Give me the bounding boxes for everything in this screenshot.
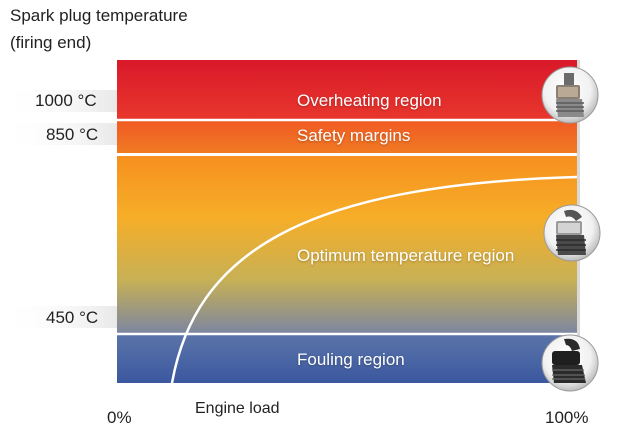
optimum-band <box>117 156 577 333</box>
tick-guide-850 <box>0 123 117 145</box>
x-axis-min-label: 0% <box>107 408 132 427</box>
x-axis-title: Engine load <box>195 400 280 417</box>
x-axis-max-label: 100% <box>545 408 589 427</box>
tick-guide-1000 <box>0 90 117 112</box>
fouling-band <box>117 335 577 383</box>
spark-plug-overheated-icon <box>541 66 599 124</box>
y-axis-title-line1: Spark plug temperature <box>10 6 188 25</box>
y-tick-450: 450 °C <box>46 308 99 327</box>
region-label-optimum: Optimum temperature region <box>297 246 515 265</box>
region-label-safety: Safety margins <box>297 126 411 145</box>
y-tick-1000: 1000 °C <box>35 91 97 110</box>
region-label-overheating: Overheating region <box>297 91 442 110</box>
region-label-fouling: Fouling region <box>297 350 405 369</box>
safety-band <box>117 121 577 153</box>
y-axis-title-line2: (firing end) <box>10 33 92 52</box>
spark-plug-fouled-icon <box>541 334 599 392</box>
temperature-curve <box>170 175 578 384</box>
spark-plug-optimum-icon <box>543 204 601 262</box>
chart-area <box>117 60 580 384</box>
tick-guide-450 <box>0 306 117 328</box>
overheating-band <box>117 60 577 119</box>
y-tick-850: 850 °C <box>46 125 99 144</box>
